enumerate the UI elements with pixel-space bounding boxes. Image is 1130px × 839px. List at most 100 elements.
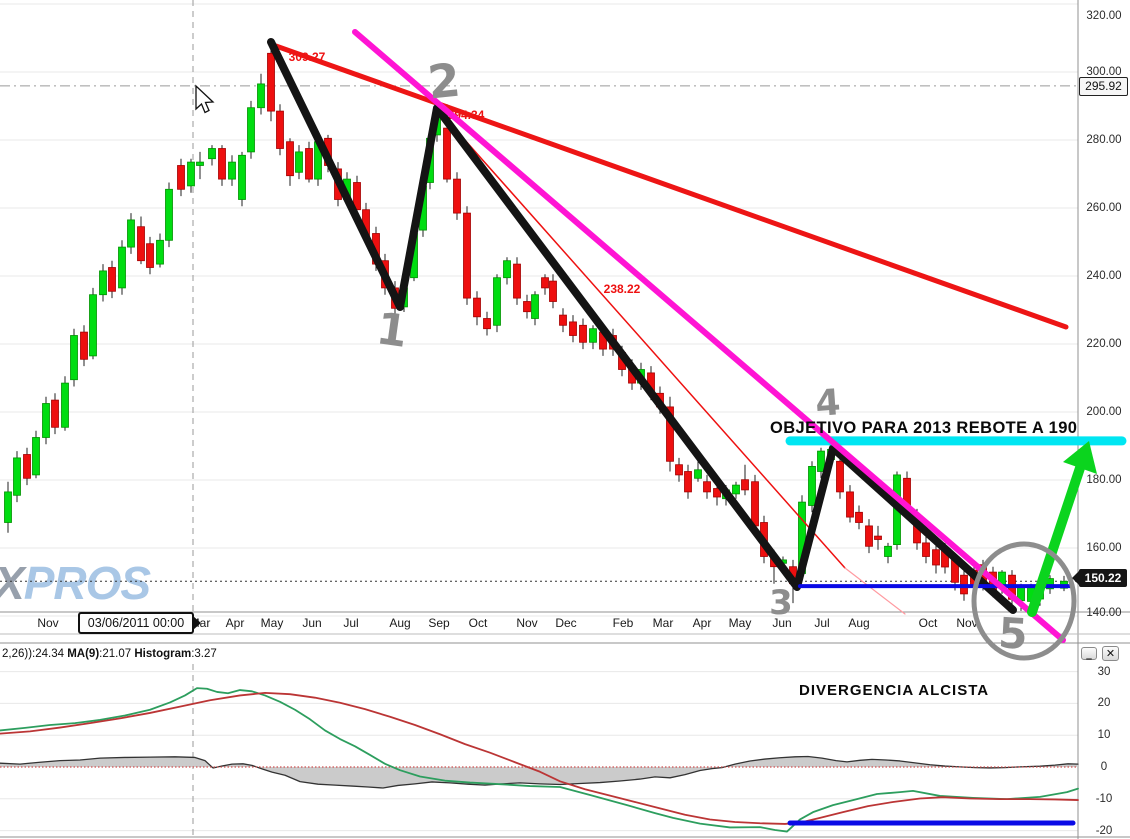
macd-header-part4: Histogram <box>134 648 192 660</box>
month-label: Jul <box>814 616 830 630</box>
month-label: Jun <box>772 616 792 630</box>
candlestick <box>99 270 107 296</box>
candlestick <box>463 212 471 299</box>
month-label: Jun <box>302 616 322 630</box>
candlestick <box>684 471 692 493</box>
candlestick <box>228 161 236 180</box>
macd-header-part2: MA(9) <box>67 648 100 660</box>
candlestick <box>257 83 265 109</box>
month-label: Dec <box>555 616 577 630</box>
month-label: Aug <box>389 616 411 630</box>
objective-annotation: OBJETIVO PARA 2013 REBOTE A 190 <box>770 419 1078 437</box>
candlestick <box>4 491 12 523</box>
close-indicator-button[interactable]: ✕ <box>1102 646 1119 661</box>
wave-label: 5 <box>997 608 1029 659</box>
candlestick <box>932 549 940 566</box>
wave-label: 4 <box>814 382 842 425</box>
candlestick <box>70 335 78 381</box>
macd-tick-label: -10 <box>1095 792 1113 805</box>
wave-label: 2 <box>425 52 463 110</box>
candlestick <box>569 321 577 336</box>
green-arrow-head <box>1063 441 1097 474</box>
candlestick <box>118 246 126 289</box>
candlestick <box>549 280 557 302</box>
candlestick <box>61 382 69 428</box>
highlight-ellipse <box>971 541 1077 661</box>
candlestick <box>443 127 451 180</box>
month-label: Mar <box>652 616 674 630</box>
candlestick <box>836 460 844 493</box>
candlestick <box>89 294 97 357</box>
candlestick <box>137 226 145 262</box>
chart-polyline <box>1027 463 1085 617</box>
chart-polyline <box>439 111 846 569</box>
candlestick <box>23 454 31 479</box>
candlestick <box>922 542 930 557</box>
month-label: Aug <box>848 616 870 630</box>
y-tick-label: 220.00 <box>1086 338 1122 350</box>
candlestick <box>666 406 674 462</box>
month-label: Nov <box>516 616 538 630</box>
crosshair-date-label: 03/06/2011 00:00 <box>78 612 201 634</box>
candlestick <box>196 161 204 166</box>
crosshair-price-label: 295.92 <box>1079 77 1128 96</box>
candlestick <box>741 479 749 491</box>
macd-tick-label: 0 <box>1100 761 1108 773</box>
month-label: Jul <box>343 616 359 630</box>
candlestick <box>80 331 88 360</box>
chart-polyline <box>0 692 1079 825</box>
month-label: Oct <box>918 616 938 630</box>
candlestick <box>751 481 759 527</box>
y-tick-label: 260.00 <box>1086 202 1122 214</box>
candlestick <box>808 465 816 506</box>
y-tick-label: 280.00 <box>1086 134 1122 146</box>
candlestick <box>238 154 246 200</box>
candlestick <box>146 243 154 268</box>
wave-label: 1 <box>373 303 411 358</box>
macd-header-part3: :21.07 <box>99 648 135 660</box>
chart-polyline <box>352 29 1066 643</box>
candlestick <box>503 260 511 279</box>
month-label: May <box>728 616 752 630</box>
y-tick-label: 240.00 <box>1086 270 1122 282</box>
candlestick <box>286 141 294 177</box>
candlestick <box>703 481 711 493</box>
candlestick <box>579 324 587 343</box>
candlestick <box>305 148 313 180</box>
month-label: Oct <box>468 616 488 630</box>
candlestick <box>732 484 740 495</box>
minimize-indicator-button[interactable]: _ <box>1081 647 1097 660</box>
wave-label: 3 <box>769 583 793 623</box>
last-price-label: 150.22 <box>1072 569 1127 587</box>
candlestick <box>13 457 21 496</box>
candlestick <box>513 263 521 299</box>
candlestick <box>473 297 481 318</box>
macd-indicator-header: 2,26)):24.34 MA(9):21.07 Histogram:3.27 <box>2 648 217 660</box>
candlestick <box>493 277 501 326</box>
month-label: Sep <box>428 616 450 630</box>
candlestick <box>218 148 226 180</box>
candlestick <box>51 399 59 428</box>
candlestick <box>42 403 50 438</box>
candlestick <box>694 469 702 479</box>
month-label: Feb <box>612 616 634 630</box>
candlestick <box>108 267 116 292</box>
candlestick <box>817 450 825 472</box>
candlestick <box>855 511 863 523</box>
month-label: Apr <box>225 616 245 630</box>
y-tick-label: 200.00 <box>1086 406 1122 418</box>
divergence-annotation: DIVERGENCIA ALCISTA <box>799 682 990 699</box>
y-tick-label: 160.00 <box>1086 542 1122 554</box>
chart-polyline <box>0 687 1079 833</box>
candlestick <box>32 437 40 476</box>
macd-header-part5: :3.27 <box>191 648 217 660</box>
candlestick <box>483 318 491 330</box>
candlestick <box>127 219 135 248</box>
candlestick <box>846 491 854 518</box>
candlestick <box>267 52 275 112</box>
macd-tick-label: 20 <box>1097 697 1111 710</box>
candlestick <box>156 239 164 265</box>
candlestick <box>589 328 597 343</box>
